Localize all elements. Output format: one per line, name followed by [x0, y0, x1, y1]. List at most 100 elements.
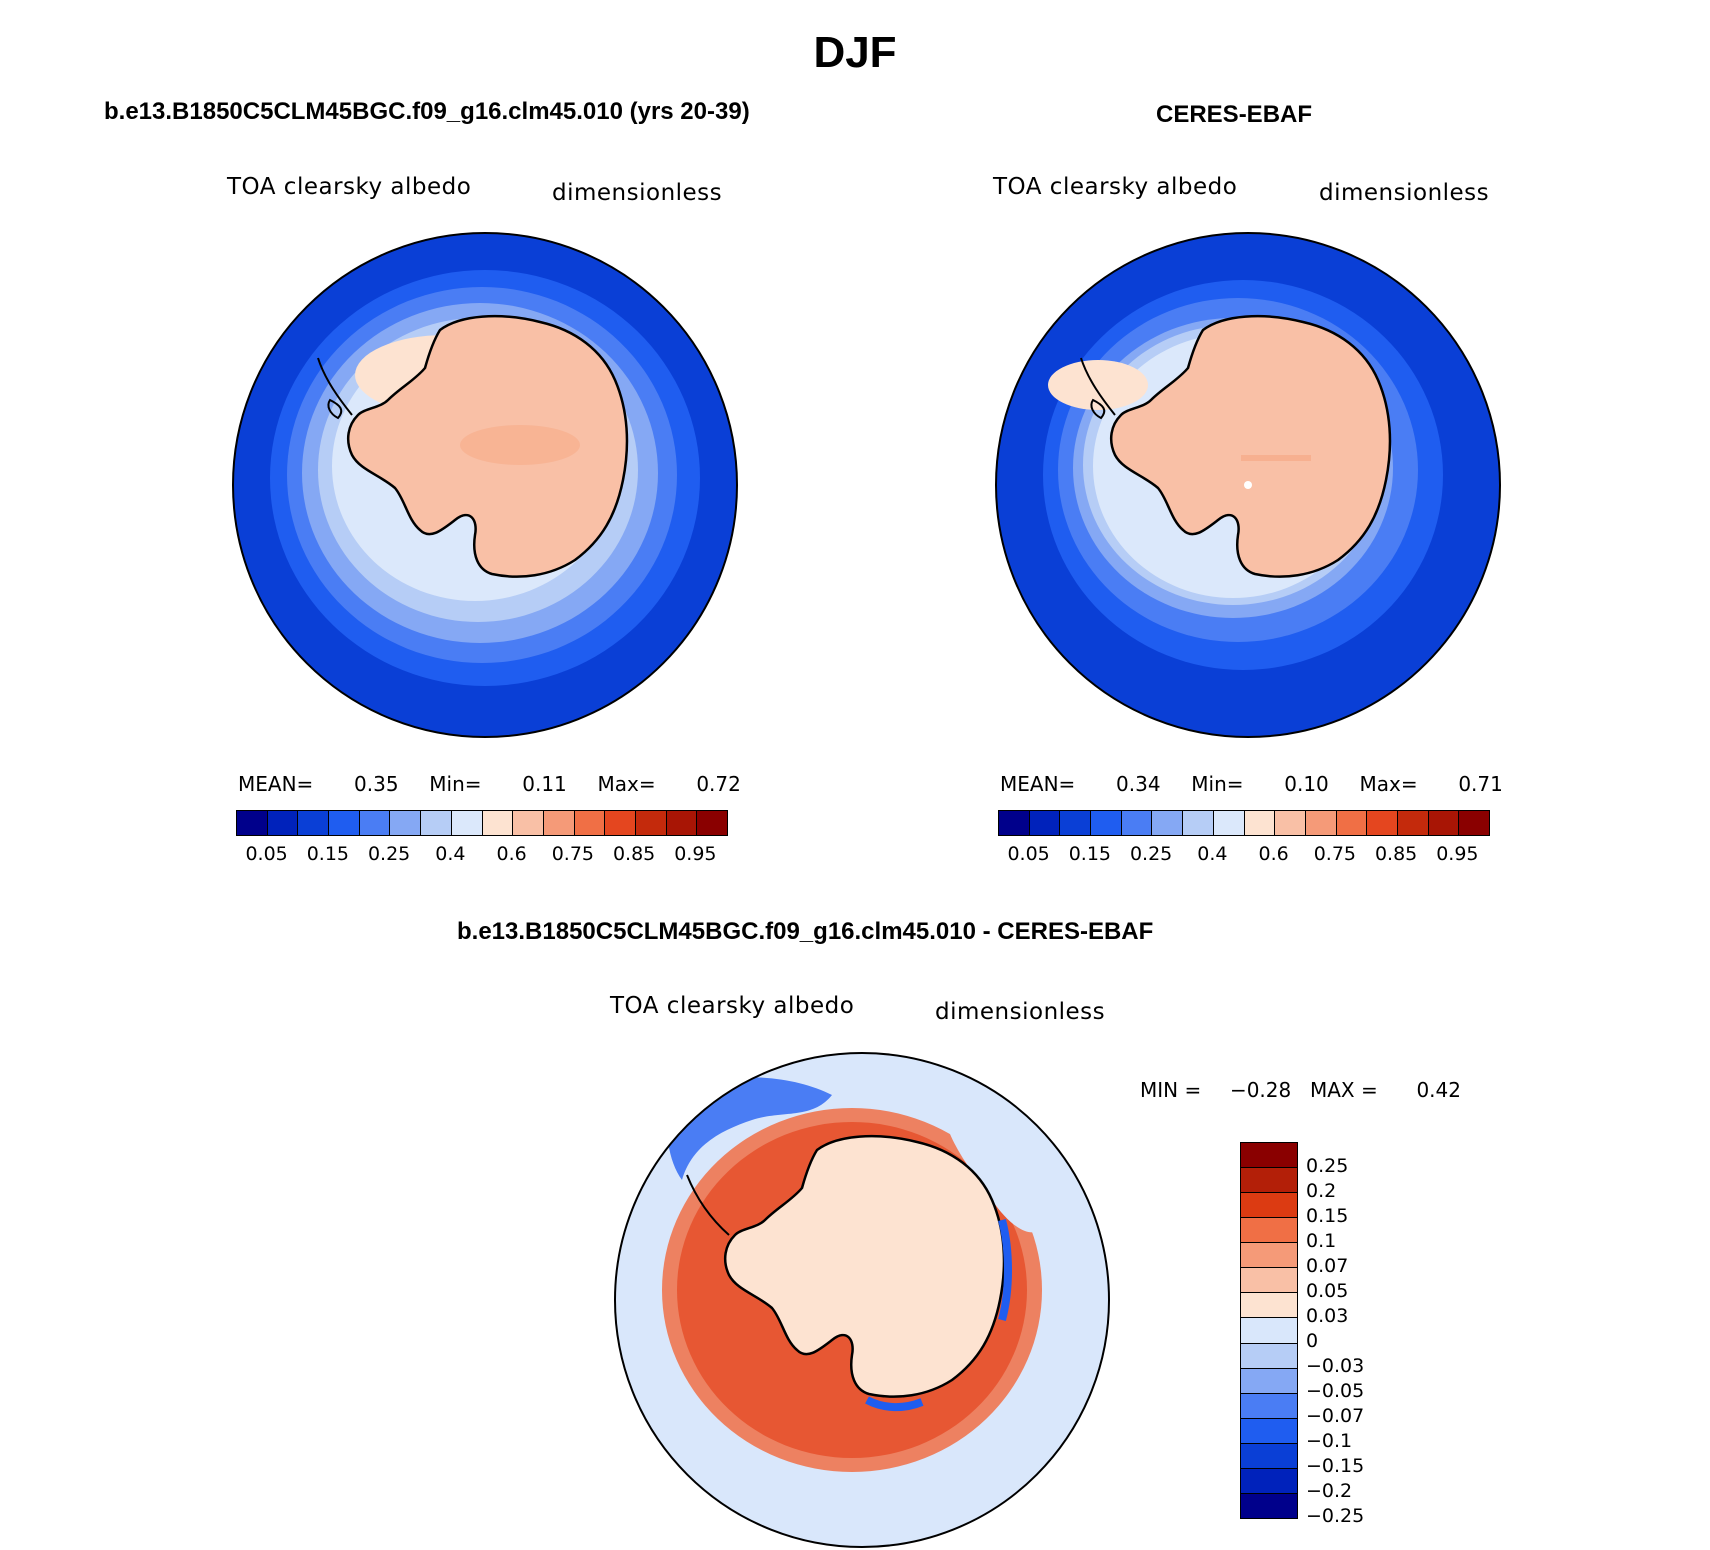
model-mean-value: 0.35: [354, 772, 399, 796]
diff-variable-label: TOA clearsky albedo: [610, 993, 855, 1019]
diff-colorbar-segment: [1241, 1218, 1297, 1244]
diff-colorbar-tick-label: 0.2: [1306, 1179, 1337, 1202]
diff-colorbar-tick-label: 0.25: [1306, 1154, 1349, 1177]
diff-colorbar-segment: [1241, 1368, 1297, 1394]
diff-colorbar-segment: [1241, 1443, 1297, 1469]
obs-colorbar-segment: [1428, 811, 1460, 835]
diff-colorbar-tick-label: 0.05: [1306, 1279, 1349, 1302]
model-min-value: 0.11: [522, 772, 567, 796]
diff-panel-title: b.e13.B1850C5CLM45BGC.f09_g16.clm45.010 …: [457, 918, 1154, 945]
obs-colorbar: [998, 810, 1490, 836]
obs-colorbar-tick-label: 0.05: [1007, 843, 1050, 865]
obs-colorbar-tick-label: 0.95: [1436, 843, 1479, 865]
diff-colorbar-tick-label: −0.25: [1306, 1504, 1365, 1527]
diff-colorbar-segment: [1241, 1493, 1297, 1518]
diff-colorbar-tick-label: −0.15: [1306, 1454, 1365, 1477]
model-colorbar-segment: [390, 811, 422, 835]
obs-mean-label: MEAN=: [1000, 772, 1076, 796]
model-colorbar-tick-label: 0.95: [674, 843, 717, 865]
model-colorbar-tick-label: 0.75: [551, 843, 595, 865]
model-colorbar-segment: [451, 811, 483, 835]
diff-max-label: MAX =: [1309, 1078, 1378, 1102]
diff-colorbar-segment: [1241, 1143, 1297, 1169]
model-colorbar-segment: [574, 811, 606, 835]
model-mean-label: MEAN=: [238, 772, 314, 796]
obs-max-label: Max=: [1359, 772, 1418, 796]
obs-colorbar-tick-label: 0.75: [1313, 843, 1357, 865]
obs-colorbar-segment: [1152, 811, 1184, 835]
model-units-label: dimensionless: [552, 180, 723, 206]
model-colorbar-tick-label: 0.25: [367, 843, 411, 865]
diff-colorbar-segment: [1241, 1418, 1297, 1444]
obs-colorbar-segment: [1397, 811, 1429, 835]
obs-colorbar-segment: [1029, 811, 1061, 835]
model-panel-title: b.e13.B1850C5CLM45BGC.f09_g16.clm45.010 …: [104, 98, 750, 125]
model-colorbar-tick-label: 0.85: [612, 843, 656, 865]
model-colorbar-segment: [298, 811, 330, 835]
diff-colorbar-tick-label: 0.07: [1306, 1254, 1349, 1277]
model-min-label: Min=: [429, 772, 482, 796]
diff-colorbar-segment: [1241, 1393, 1297, 1419]
model-colorbar-tick-label: 0.15: [306, 843, 350, 865]
diff-colorbar-segment: [1241, 1468, 1297, 1494]
model-colorbar-segment: [329, 811, 360, 835]
model-colorbar-segment: [666, 811, 698, 835]
model-colorbar-segment: [359, 811, 391, 835]
diff-colorbar-tick-label: 0.15: [1306, 1204, 1349, 1227]
obs-min-value: 0.10: [1284, 772, 1329, 796]
diff-colorbar-segment: [1241, 1343, 1297, 1369]
obs-colorbar-segment: [1183, 811, 1214, 835]
model-variable-label: TOA clearsky albedo: [227, 174, 472, 200]
model-colorbar-tick-label: 0.6: [496, 843, 527, 865]
diff-polar-map: [614, 1052, 1110, 1548]
diff-colorbar-tick-label: −0.2: [1306, 1479, 1353, 1502]
obs-colorbar-ticks: 0.05 0.15 0.25 0.4 0.6 0.75 0.85 0.95: [998, 843, 1488, 869]
model-colorbar-segment: [482, 811, 514, 835]
diff-colorbar-tick-label: −0.03: [1306, 1354, 1365, 1377]
model-colorbar-segment: [421, 811, 452, 835]
diff-colorbar-segment: [1241, 1268, 1297, 1294]
diff-colorbar-segment: [1241, 1318, 1297, 1344]
obs-colorbar-segment: [1060, 811, 1092, 835]
diff-colorbar-tick-label: 0.03: [1306, 1304, 1349, 1327]
model-colorbar-segment: [513, 811, 544, 835]
model-colorbar-ticks: 0.05 0.15 0.25 0.4 0.6 0.75 0.85 0.95: [236, 843, 726, 869]
diff-colorbar-tick-label: −0.05: [1306, 1379, 1365, 1402]
model-max-value: 0.72: [696, 772, 741, 796]
model-max-label: Max=: [597, 772, 656, 796]
obs-variable-label: TOA clearsky albedo: [993, 174, 1238, 200]
obs-colorbar-segment: [1213, 811, 1245, 835]
obs-colorbar-tick-label: 0.25: [1129, 843, 1173, 865]
obs-colorbar-segment: [1275, 811, 1306, 835]
obs-colorbar-segment: [1121, 811, 1153, 835]
obs-colorbar-tick-label: 0.4: [1197, 843, 1228, 865]
obs-colorbar-segment: [1091, 811, 1122, 835]
diff-max-value: 0.42: [1416, 1078, 1461, 1102]
obs-colorbar-segment: [1459, 811, 1489, 835]
model-colorbar-tick-label: 0.05: [245, 843, 288, 865]
diff-min-value: −0.28: [1229, 1078, 1292, 1102]
obs-max-value: 0.71: [1458, 772, 1503, 796]
diff-colorbar-tick-label: −0.1: [1306, 1429, 1353, 1452]
diff-colorbar-segment: [1241, 1293, 1297, 1319]
diff-colorbar-ticks: 0.25 0.2 0.15 0.1 0.07 0.05 0.03 0 −0.03 −0.05 −0.…: [1306, 1142, 1426, 1527]
diff-units-label: dimensionless: [935, 999, 1106, 1025]
obs-panel-title: CERES-EBAF: [1156, 101, 1313, 128]
diff-colorbar-tick-label: −0.07: [1306, 1404, 1365, 1427]
obs-colorbar-segment: [1244, 811, 1276, 835]
obs-colorbar-segment: [1367, 811, 1398, 835]
obs-polar-map: [995, 232, 1501, 738]
obs-mean-value: 0.34: [1116, 772, 1161, 796]
model-colorbar-segment: [697, 811, 727, 835]
obs-units-label: dimensionless: [1319, 180, 1490, 206]
diff-colorbar: [1240, 1142, 1298, 1519]
diff-colorbar-segment: [1241, 1193, 1297, 1219]
model-colorbar-segment: [635, 811, 667, 835]
model-colorbar: [236, 810, 728, 836]
diff-colorbar-tick-label: 0: [1306, 1329, 1319, 1352]
model-colorbar-segment: [267, 811, 299, 835]
model-polar-map: [232, 232, 738, 738]
diff-colorbar-tick-label: 0.1: [1306, 1229, 1337, 1252]
model-colorbar-segment: [605, 811, 636, 835]
model-colorbar-tick-label: 0.4: [435, 843, 466, 865]
